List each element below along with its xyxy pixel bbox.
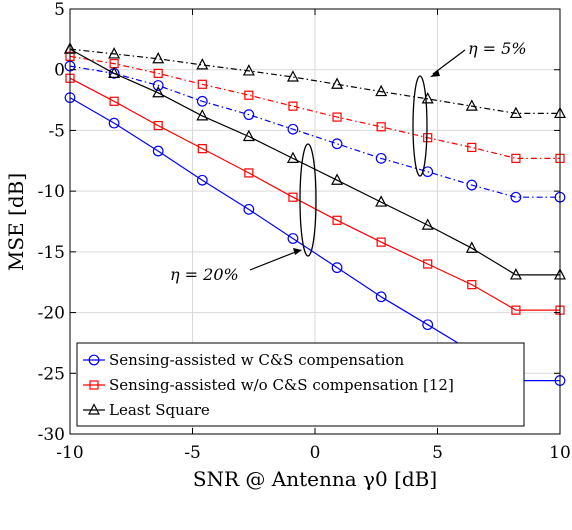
square-marker: [197, 79, 207, 89]
square-marker: [511, 305, 521, 315]
annotation-layer: η = 5% η = 20%: [170, 39, 527, 284]
triangle-marker: [331, 77, 344, 89]
series-line: [69, 48, 560, 115]
triangle-marker: [88, 403, 100, 415]
triangle-marker: [465, 99, 478, 111]
circle-marker: [287, 123, 299, 135]
circle-marker: [510, 191, 522, 203]
square-marker: [332, 112, 342, 122]
annotation-arrow-20: [249, 250, 299, 271]
triangle-marker: [108, 66, 121, 78]
circle-marker: [331, 262, 343, 274]
triangle-marker: [465, 241, 478, 253]
circle-marker: [243, 109, 255, 121]
legend-label: Sensing-assisted w C&S compensation: [109, 351, 405, 369]
legend-item: Sensing-assisted w C&S compensation: [83, 351, 405, 369]
circle-marker: [466, 179, 478, 191]
y-tick-label: -10: [38, 182, 65, 202]
x-tick-label: 0: [310, 443, 321, 463]
square-marker: [423, 259, 433, 269]
circle-marker: [287, 233, 299, 244]
legend-box: [76, 342, 525, 427]
triangle-marker: [421, 218, 434, 230]
circle-marker: [243, 203, 255, 215]
circle-marker: [88, 354, 100, 366]
square-marker: [423, 133, 433, 143]
annotation-label-20: η = 20%: [170, 265, 239, 284]
square-marker: [467, 280, 477, 290]
y-axis-label: MSE [dB]: [4, 173, 28, 271]
square-marker: [197, 144, 207, 154]
y-tick-label: -25: [38, 364, 65, 384]
triangle-marker: [108, 47, 121, 59]
y-tick-label: -20: [38, 304, 65, 324]
y-tick-label: -15: [38, 243, 65, 263]
legend: Sensing-assisted w C&S compensation Sensi…: [76, 342, 525, 427]
circle-marker: [375, 152, 387, 164]
series-line: [69, 55, 560, 159]
legend-item: Least Square: [83, 401, 210, 419]
triangle-marker: [286, 70, 299, 82]
legend-label: Least Square: [109, 401, 210, 419]
triangle-marker: [286, 151, 299, 163]
x-tick-label: 10: [549, 443, 571, 463]
legend-item: Sensing-assisted w/o C&S compensation [1…: [83, 376, 454, 394]
circle-marker: [152, 80, 164, 91]
y-tick-label: -5: [48, 121, 65, 141]
x-tick-label: -10: [56, 443, 83, 463]
y-tick-label: -30: [38, 425, 65, 445]
square-marker: [89, 380, 99, 390]
square-marker: [153, 68, 163, 78]
x-tick-label: 5: [432, 443, 443, 463]
circle-marker: [152, 145, 164, 157]
circle-marker: [108, 117, 120, 129]
square-marker: [511, 153, 521, 163]
square-marker: [332, 215, 342, 225]
x-axis-label: SNR @ Antenna γ0 [dB]: [193, 467, 437, 491]
y-tick-label: 5: [54, 0, 65, 20]
triangle-marker: [509, 106, 522, 119]
series-line: [69, 65, 560, 198]
square-marker: [376, 122, 386, 132]
circle-marker: [331, 138, 343, 150]
annotation-arrowhead-5: [430, 70, 440, 77]
annotation-label-5: η = 5%: [468, 39, 527, 58]
square-marker: [288, 101, 298, 111]
triangle-marker: [196, 109, 209, 121]
annotation-ellipse-5: [412, 75, 428, 177]
square-marker: [467, 142, 477, 153]
triangle-marker: [375, 195, 388, 207]
square-marker: [376, 237, 386, 247]
series-line: [69, 77, 560, 311]
square-marker: [288, 192, 298, 202]
square-marker: [109, 96, 119, 106]
circle-marker: [196, 174, 208, 186]
square-marker: [244, 90, 254, 100]
circle-marker: [422, 319, 434, 331]
triangle-marker: [152, 51, 165, 64]
annotation-arrowhead-20: [293, 248, 302, 255]
series-4: [65, 73, 565, 315]
x-tick-label: -5: [184, 443, 201, 463]
triangle-marker: [509, 268, 522, 280]
triangle-marker: [152, 85, 165, 98]
y-tick-label: 0: [54, 61, 65, 81]
square-marker: [244, 168, 254, 178]
tick-layer: -10 -5 0 5 10 5 0 -5 -10 -15 -20 -25 -30: [38, 0, 571, 463]
legend-label: Sensing-assisted w/o C&S compensation [1…: [109, 376, 454, 394]
series-1: [65, 51, 565, 163]
triangle-marker: [242, 129, 255, 142]
annotation-arrow-5: [432, 49, 466, 75]
triangle-marker: [375, 84, 388, 97]
square-marker: [153, 120, 163, 131]
circle-marker: [375, 291, 387, 303]
triangle-marker: [331, 173, 344, 185]
triangle-marker: [196, 58, 209, 70]
triangle-marker: [242, 64, 255, 76]
circle-marker: [196, 95, 208, 107]
annotation-ellipse-20: [299, 143, 317, 257]
